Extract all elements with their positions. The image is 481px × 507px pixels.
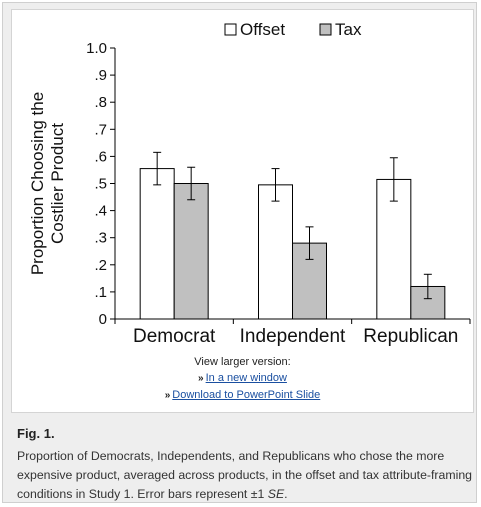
y-axis-label: Proportion Choosing theCostlier Product bbox=[28, 92, 67, 275]
y-tick-label: 0 bbox=[99, 311, 107, 328]
caption-end: . bbox=[284, 487, 288, 501]
bar-offset-republican bbox=[376, 178, 412, 320]
legend-swatch bbox=[319, 23, 332, 36]
y-tick-label: 1.0 bbox=[86, 40, 107, 57]
bar-chart: 0 .1 .2 .3 .4 .5 .6 .7 .8 .9 1.0 Proportion Choosin… bbox=[28, 20, 471, 347]
y-tick-label: .5 bbox=[94, 176, 107, 193]
y-tick-label: .1 bbox=[94, 284, 107, 301]
y-tick-label: .4 bbox=[94, 203, 107, 220]
y-axis-label-line: Proportion Choosing the bbox=[28, 92, 47, 275]
x-category-label: Democrat bbox=[133, 326, 216, 347]
y-tick-label: .7 bbox=[94, 121, 107, 138]
bar-offset-independent bbox=[258, 184, 293, 320]
caption-body: Proportion of Democrats, Independents, a… bbox=[17, 449, 473, 501]
view-larger-heading: View larger version: bbox=[194, 356, 291, 368]
bar-tax-democrat bbox=[173, 183, 209, 320]
y-tick-label: .9 bbox=[94, 67, 107, 84]
figure-label: Fig. 1. bbox=[17, 426, 55, 441]
x-category-label: Independent bbox=[240, 326, 346, 347]
y-tick-label: .8 bbox=[94, 94, 107, 111]
double-chevron-icon: » bbox=[198, 373, 204, 384]
bar-offset-democrat bbox=[139, 168, 175, 320]
download-powerpoint-link[interactable]: Download to PowerPoint Slide bbox=[172, 389, 321, 401]
figure-caption: Proportion of Democrats, Independents, a… bbox=[17, 447, 472, 504]
y-tick-label: .2 bbox=[94, 257, 107, 274]
y-tick-label: .6 bbox=[94, 148, 107, 165]
x-category-label: Republican bbox=[363, 326, 458, 347]
open-new-window-link[interactable]: In a new window bbox=[205, 372, 287, 384]
figure-panel: 0 .1 .2 .3 .4 .5 .6 .7 .8 .9 1.0 Proportion Choosin… bbox=[2, 2, 477, 503]
figure-image: 0 .1 .2 .3 .4 .5 .6 .7 .8 .9 1.0 Proportion Choosin… bbox=[11, 9, 474, 413]
caption-se: SE bbox=[267, 487, 285, 501]
y-tick-label: .3 bbox=[94, 230, 107, 247]
legend-label: Tax bbox=[335, 20, 362, 39]
legend-label: Offset bbox=[240, 20, 285, 39]
y-axis-label-line: Costlier Product bbox=[48, 123, 67, 244]
legend-swatch bbox=[224, 23, 237, 36]
view-larger-links: View larger version: » In a new window » D… bbox=[12, 354, 473, 404]
double-chevron-icon: » bbox=[164, 390, 171, 401]
